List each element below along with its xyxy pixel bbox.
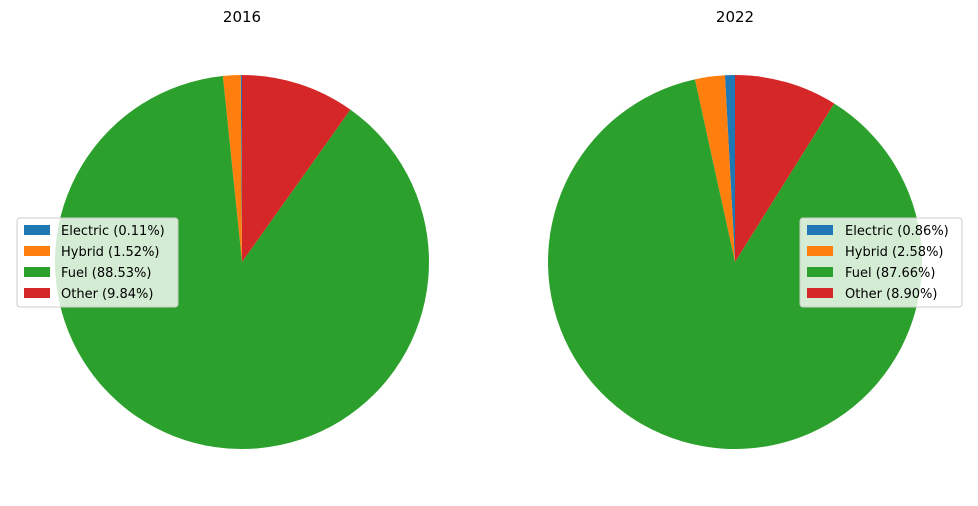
legend-label-fuel: Fuel (88.53%) xyxy=(61,266,151,281)
legend-label-hybrid: Hybrid (2.58%) xyxy=(845,245,944,260)
pie-slice-fuel xyxy=(548,79,923,449)
pie-chart-2016: 2016 Electric (0.11%) Hybrid (1.52%) Fue… xyxy=(16,8,429,450)
pie-slices-2022 xyxy=(548,74,923,449)
pie-slice-other xyxy=(242,75,351,262)
legend-swatch-hybrid xyxy=(807,246,833,256)
legend-swatch-hybrid xyxy=(24,246,50,256)
legend-2016: Electric (0.11%) Hybrid (1.52%) Fuel (88… xyxy=(16,217,179,308)
legend-label-electric: Electric (0.86%) xyxy=(845,224,949,239)
pie-slice-other xyxy=(735,75,835,262)
pie-slice-hybrid xyxy=(694,75,735,263)
pie-slices-2016 xyxy=(54,74,429,450)
chart-title-2016: 2016 xyxy=(223,8,261,26)
pie-slice-fuel xyxy=(54,75,429,450)
legend-label-other: Other (8.90%) xyxy=(845,287,938,302)
legend-box xyxy=(799,217,963,308)
legend-label-hybrid: Hybrid (1.52%) xyxy=(61,245,160,260)
legend-label-electric: Electric (0.11%) xyxy=(61,224,165,239)
legend-swatch-electric xyxy=(24,225,50,235)
pie-chart-2022: 2022 Electric (0.86%) Hybrid (2.58%) Fue… xyxy=(548,8,963,449)
legend-label-fuel: Fuel (87.66%) xyxy=(845,266,935,281)
legend-swatch-other xyxy=(24,288,50,298)
pie-slice-electric xyxy=(240,74,242,262)
legend-box xyxy=(16,217,179,308)
legend-swatch-fuel xyxy=(807,267,833,277)
legend-label-other: Other (9.84%) xyxy=(61,287,154,302)
legend-swatch-fuel xyxy=(24,267,50,277)
chart-title-2022: 2022 xyxy=(716,8,754,26)
pie-slice-hybrid xyxy=(222,75,242,262)
legend-swatch-electric xyxy=(807,225,833,235)
legend-swatch-other xyxy=(807,288,833,298)
pie-slice-electric xyxy=(724,74,735,262)
legend-2022: Electric (0.86%) Hybrid (2.58%) Fuel (87… xyxy=(799,217,963,308)
